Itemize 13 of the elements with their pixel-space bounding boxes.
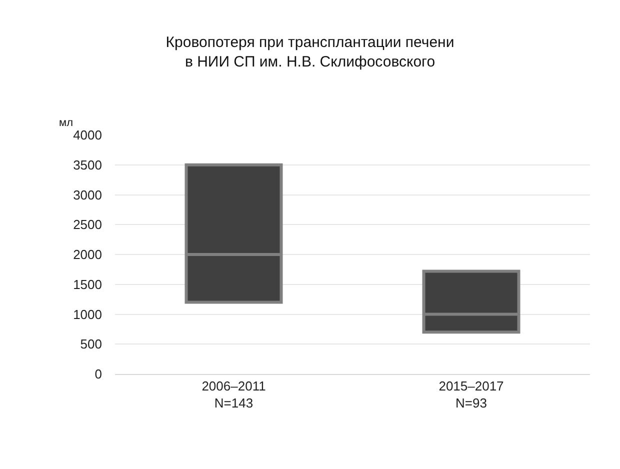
x-tick-label: 2015–2017 N=93 xyxy=(438,378,504,410)
y-tick-label: 1000 xyxy=(73,306,102,322)
y-tick-label: 0 xyxy=(94,366,102,382)
y-axis-title: мл xyxy=(59,117,73,129)
y-tick-label: 2500 xyxy=(73,217,102,232)
y-tick-label: 3000 xyxy=(73,187,102,202)
y-tick-label: 3500 xyxy=(73,157,102,172)
y-tick-label: 2000 xyxy=(73,247,102,262)
y-tick-label: 500 xyxy=(80,336,102,352)
y-tick-label: 4000 xyxy=(73,128,102,143)
y-tick-label: 1500 xyxy=(73,276,102,292)
x-tick-label: 2006–2011 N=143 xyxy=(202,378,266,410)
chart-title: Кровопотеря при трансплантации печени в НИИ СП им. Н.В. Склифосовского xyxy=(166,34,454,70)
